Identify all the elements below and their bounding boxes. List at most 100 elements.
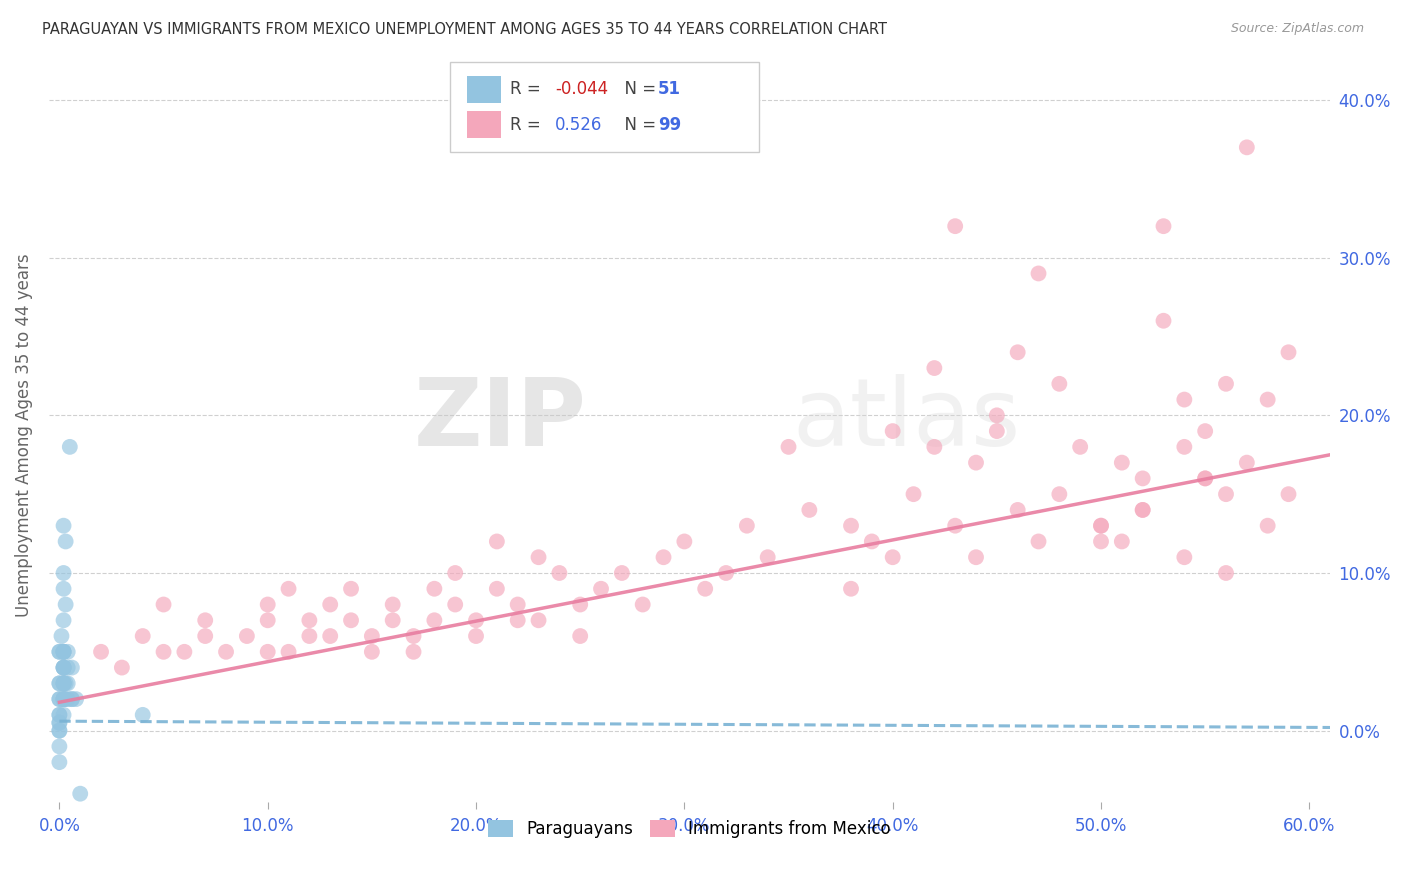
Point (319, 598, 342, 612)
Point (1007, 503, 1029, 517)
Text: 0.526: 0.526 (555, 116, 603, 134)
Point (778, 440, 800, 454)
Point (55, 598, 77, 612)
Point (48, 676, 70, 690)
Point (1257, 392, 1279, 407)
Point (465, 629, 488, 643)
Point (52, 707, 75, 722)
Point (1132, 503, 1154, 517)
Point (402, 629, 425, 643)
Point (1194, 424, 1216, 438)
Point (55, 692, 77, 706)
Text: PARAGUAYAN VS IMMIGRANTS FROM MEXICO UNEMPLOYMENT AMONG AGES 35 TO 44 YEARS CORR: PARAGUAYAN VS IMMIGRANTS FROM MEXICO UNE… (42, 22, 887, 37)
Point (1047, 487, 1070, 501)
Text: R =: R = (510, 116, 547, 134)
Text: atlas: atlas (792, 375, 1021, 467)
Point (277, 645, 299, 659)
Point (340, 613, 363, 627)
Point (1047, 376, 1070, 391)
Point (569, 598, 592, 612)
Point (60, 692, 83, 706)
Point (52, 676, 75, 690)
Point (986, 424, 1008, 438)
Point (695, 582, 717, 596)
Point (48, 723, 70, 738)
Point (52, 518, 75, 533)
Point (610, 566, 633, 580)
Point (48, 723, 70, 738)
Point (48, 739, 70, 754)
Point (52, 613, 75, 627)
Point (52, 645, 75, 659)
Point (1111, 534, 1133, 549)
Point (943, 518, 966, 533)
Point (298, 613, 321, 627)
Point (527, 613, 550, 627)
Point (1236, 140, 1258, 154)
Point (48, 707, 70, 722)
Point (1173, 440, 1195, 454)
Point (52, 660, 75, 674)
Point (1153, 219, 1175, 234)
Point (360, 629, 382, 643)
Point (51, 629, 73, 643)
Point (48, 692, 70, 706)
Point (1194, 471, 1216, 485)
Point (48, 755, 70, 769)
Point (360, 645, 382, 659)
Point (882, 424, 904, 438)
Point (48, 692, 70, 706)
Point (298, 629, 321, 643)
Point (48, 715, 70, 730)
Point (194, 613, 217, 627)
Point (52, 676, 75, 690)
Point (860, 534, 883, 549)
Point (485, 582, 508, 596)
Point (903, 487, 925, 501)
Point (60, 692, 83, 706)
Text: 51: 51 (658, 80, 681, 98)
Point (56, 645, 79, 659)
Point (423, 613, 446, 627)
Point (52, 660, 75, 674)
Point (69, 787, 91, 801)
Point (882, 550, 904, 565)
Point (506, 613, 529, 627)
Point (943, 219, 966, 234)
Point (1028, 267, 1050, 281)
Point (256, 613, 278, 627)
Text: 99: 99 (658, 116, 682, 134)
Point (55, 534, 77, 549)
Point (152, 598, 174, 612)
Point (1194, 471, 1216, 485)
Point (569, 629, 592, 643)
Point (714, 566, 737, 580)
Point (1215, 566, 1237, 580)
Point (319, 629, 342, 643)
Point (756, 550, 779, 565)
Point (444, 566, 467, 580)
Point (1007, 345, 1029, 359)
Point (1153, 314, 1175, 328)
Point (55, 676, 77, 690)
Point (444, 598, 467, 612)
Point (52, 676, 75, 690)
Point (986, 409, 1008, 423)
Point (548, 566, 571, 580)
Point (631, 598, 654, 612)
Text: ZIP: ZIP (415, 375, 588, 467)
Text: -0.044: -0.044 (555, 80, 609, 98)
Point (965, 550, 987, 565)
Point (65, 692, 87, 706)
Point (1090, 518, 1112, 533)
Point (52, 645, 75, 659)
Point (924, 361, 946, 376)
Point (735, 518, 758, 533)
Point (381, 598, 404, 612)
Point (132, 629, 155, 643)
Point (56, 676, 79, 690)
Point (799, 503, 821, 517)
Text: N =: N = (614, 116, 662, 134)
Point (1277, 487, 1299, 501)
Text: N =: N = (614, 80, 662, 98)
